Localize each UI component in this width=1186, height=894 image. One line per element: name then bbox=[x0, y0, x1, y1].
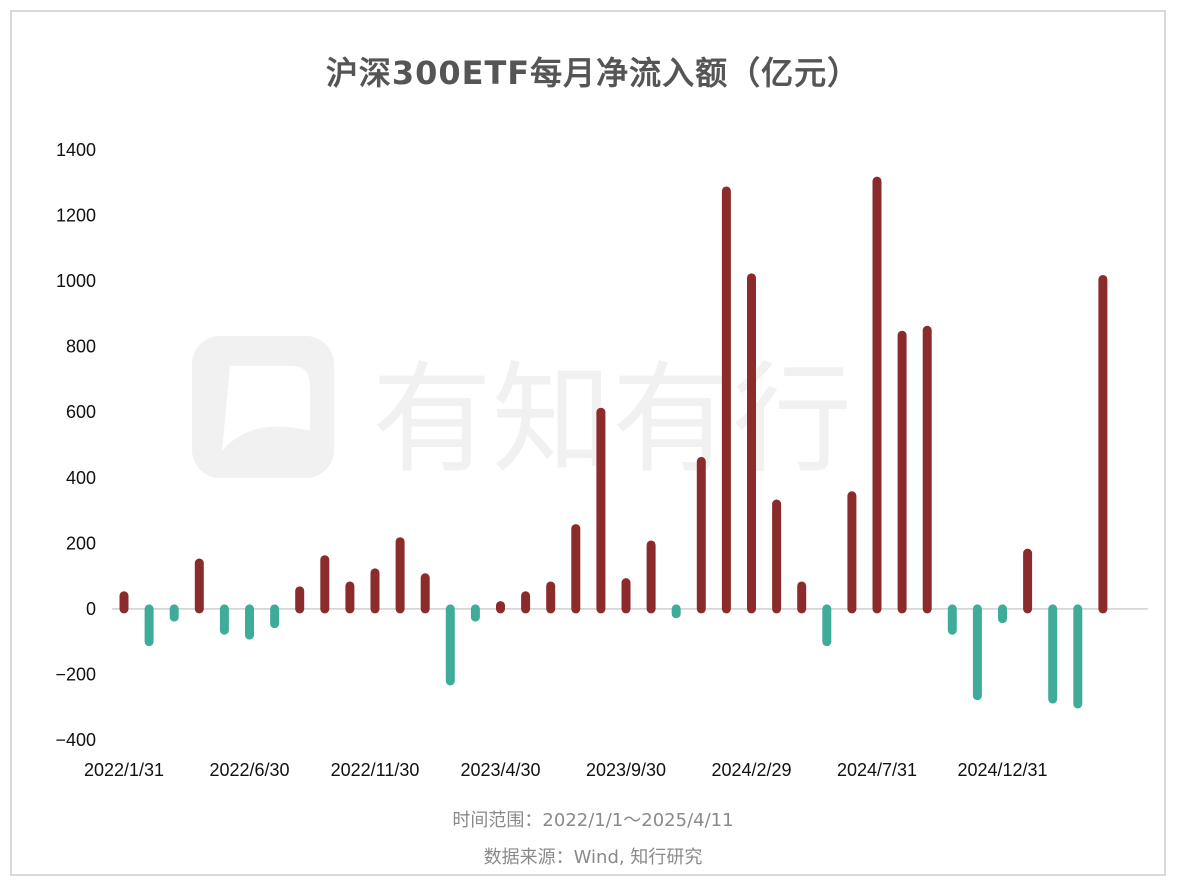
time-range-note: 时间范围：2022/1/1～2025/4/11 bbox=[452, 810, 734, 831]
x-tick-label: 2024/7/31 bbox=[837, 760, 917, 780]
data-source-note: 数据来源：Wind, 知行研究 bbox=[483, 847, 703, 868]
y-tick-label: −200 bbox=[55, 664, 96, 684]
x-axis: 2022/1/31 2022/6/30 2022/11/30 2023/4/30 202… bbox=[84, 760, 1048, 780]
x-tick-label: 2024/2/29 bbox=[711, 760, 791, 780]
y-axis: −400 −200 0 200 400 600 800 1000 1200 1400 bbox=[55, 140, 96, 750]
y-tick-label: 800 bbox=[66, 337, 96, 357]
y-tick-label: 1400 bbox=[56, 140, 96, 160]
chart-frame bbox=[10, 10, 1166, 876]
y-tick-label: 0 bbox=[86, 599, 96, 619]
chart-title: 沪深300ETF每月净流入额（亿元） bbox=[325, 54, 861, 92]
y-tick-label: 1000 bbox=[56, 271, 96, 291]
x-tick-label: 2022/6/30 bbox=[209, 760, 289, 780]
y-tick-label: 200 bbox=[66, 533, 96, 553]
x-tick-label: 2022/11/30 bbox=[331, 760, 420, 780]
watermark-logo: 有知有行 bbox=[192, 336, 892, 490]
x-tick-label: 2022/1/31 bbox=[84, 760, 164, 780]
y-tick-label: 400 bbox=[66, 468, 96, 488]
y-tick-label: 600 bbox=[66, 402, 96, 422]
x-tick-label: 2023/9/30 bbox=[586, 760, 666, 780]
bars bbox=[119, 176, 1108, 709]
x-tick-label: 2023/4/30 bbox=[460, 760, 540, 780]
y-tick-label: 1200 bbox=[56, 206, 96, 226]
x-tick-label: 2024/12/31 bbox=[957, 760, 1047, 780]
y-tick-label: −400 bbox=[55, 730, 96, 750]
watermark-text: 有知有行 bbox=[372, 351, 852, 486]
watermark-logo-icon bbox=[192, 336, 334, 478]
